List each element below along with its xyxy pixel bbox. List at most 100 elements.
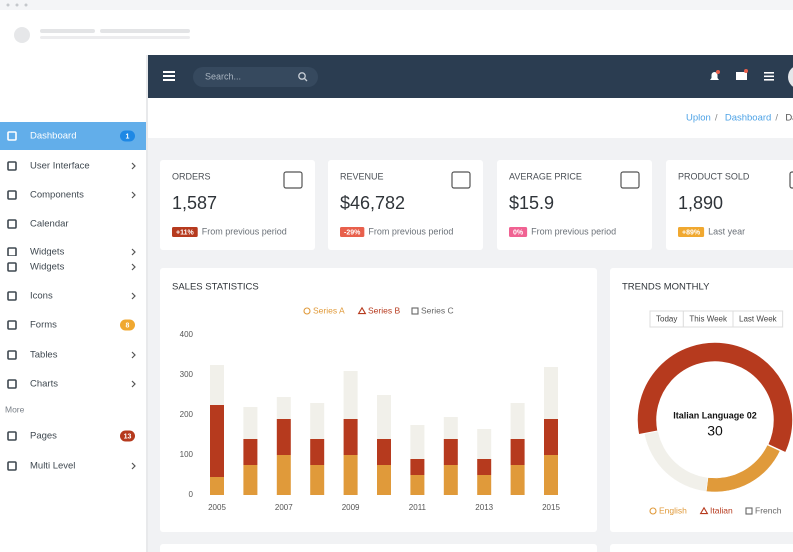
- legend-label: Italian: [710, 505, 733, 515]
- menu-label: Widgets: [30, 247, 65, 258]
- bar-segment: [210, 365, 224, 405]
- window-dot: [6, 3, 10, 7]
- bar-segment: [443, 417, 458, 439]
- menu-item[interactable]: Tables: [7, 350, 136, 361]
- menu-label: Pages: [30, 431, 57, 442]
- donut-slice: [644, 430, 709, 492]
- legend-marker: [649, 507, 657, 515]
- sidebar-menu: Dashboard 1 User Interface Components Calend…: [0, 122, 146, 472]
- bar-segment: [210, 477, 224, 495]
- menu-label: Tables: [30, 350, 58, 361]
- charts: SALES STATISTICS Series A Series B Series C…: [172, 282, 793, 515]
- stat-value: 1,587: [172, 193, 217, 213]
- sidebar-border: [146, 55, 148, 552]
- menu-item[interactable]: Forms 8: [7, 319, 135, 331]
- stat-icon: [620, 171, 640, 189]
- legend-marker: [745, 507, 753, 515]
- menu-icon: [7, 131, 17, 141]
- menu-item[interactable]: Multi Level: [7, 461, 136, 472]
- x-tick-label: 2007: [275, 503, 293, 512]
- range-button[interactable]: This Week: [682, 310, 734, 328]
- notification-dot: [716, 70, 720, 74]
- menu-item[interactable]: Widgets: [7, 262, 136, 273]
- menu-item[interactable]: Charts: [7, 379, 136, 390]
- menu-item[interactable]: Calendar: [7, 219, 69, 230]
- menu-icon: [7, 262, 17, 272]
- y-tick-label: 400: [180, 330, 194, 339]
- legend-label: Series B: [368, 305, 400, 315]
- menu-label: Dashboard: [30, 131, 76, 142]
- chevron: [131, 380, 136, 388]
- menu-badge: [120, 430, 135, 442]
- stat-change: 0%: [513, 229, 524, 236]
- breadcrumb-item[interactable]: Uplon: [686, 113, 711, 124]
- legend-marker: [411, 307, 419, 315]
- bar-segment: [544, 367, 558, 419]
- menu-section: More: [5, 404, 25, 414]
- chevron: [131, 292, 136, 300]
- x-tick-label: 2015: [542, 503, 560, 512]
- bell-icon[interactable]: [710, 72, 719, 80]
- stat-icon: [789, 171, 793, 189]
- menu-badge-text: 13: [124, 433, 132, 440]
- chevron: [131, 162, 136, 170]
- legend-marker: [357, 306, 367, 315]
- mail-icon[interactable]: [736, 72, 747, 80]
- breadcrumb-item[interactable]: Dashboard: [725, 113, 771, 124]
- notification-dot: [744, 69, 748, 73]
- button-box: [732, 310, 784, 328]
- chevron: [131, 191, 136, 199]
- list-icon[interactable]: [764, 72, 774, 74]
- search-icon: [298, 72, 306, 80]
- bar-segment: [310, 439, 325, 465]
- stat-value: 1,890: [678, 193, 723, 213]
- menu-item[interactable]: Dashboard 1: [0, 122, 146, 150]
- stat-change: +11%: [176, 229, 194, 236]
- stat-value: $15.9: [509, 193, 554, 213]
- stat-title: AVERAGE PRICE: [509, 171, 582, 181]
- bar-segment: [410, 425, 425, 459]
- menu-label: Calendar: [30, 219, 69, 230]
- chart-title: SALES STATISTICS: [172, 282, 259, 293]
- menu-icon: [7, 190, 17, 200]
- menu-icon: [7, 291, 17, 301]
- chevron: [131, 248, 136, 256]
- search-box[interactable]: [193, 67, 318, 87]
- bar-segment: [276, 419, 291, 455]
- menu-item[interactable]: User Interface: [7, 161, 136, 172]
- stat-change: +89%: [682, 229, 701, 236]
- bar-segment: [210, 405, 224, 477]
- stat-note: Last year: [708, 226, 745, 236]
- menu-icon: [7, 461, 17, 471]
- menu-item[interactable]: Pages 13: [7, 430, 135, 442]
- button-label: This Week: [689, 315, 728, 324]
- chevron: [131, 263, 136, 271]
- chevron: [131, 351, 136, 359]
- stat-card: [497, 160, 652, 250]
- menu-icon: [7, 431, 17, 441]
- stat-change-badge: [340, 227, 365, 237]
- bar-segment: [510, 439, 525, 465]
- stat-change-badge: [509, 227, 528, 237]
- avatar[interactable]: [788, 65, 793, 89]
- menu-item[interactable]: Icons: [7, 291, 136, 302]
- chart-title: TRENDS MONTHLY: [622, 282, 710, 293]
- legend-label: French: [755, 505, 782, 515]
- donut-value: 30: [707, 423, 723, 439]
- menu-label: Multi Level: [30, 461, 75, 472]
- search-icon: [304, 78, 308, 82]
- bar-segment: [377, 439, 391, 465]
- range-button[interactable]: Today: [649, 310, 684, 328]
- bar-segment: [343, 371, 358, 419]
- range-button[interactable]: Last Week: [732, 310, 784, 328]
- x-tick-label: 2011: [409, 503, 427, 512]
- menu-badge: [120, 130, 135, 142]
- bar-segment: [243, 465, 258, 495]
- menu-toggle[interactable]: [163, 71, 175, 81]
- bar-segment: [276, 397, 291, 419]
- next-card: [610, 544, 793, 552]
- stat-note: From previous period: [368, 226, 453, 236]
- stat-title: REVENUE: [340, 171, 384, 181]
- menu-item[interactable]: Components: [7, 190, 136, 201]
